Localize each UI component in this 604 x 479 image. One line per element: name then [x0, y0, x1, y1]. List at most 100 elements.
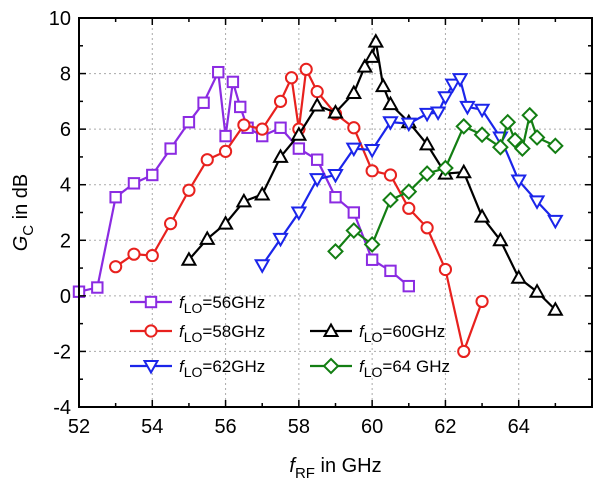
data-point — [290, 206, 308, 222]
x-tick-label: 64 — [508, 416, 530, 438]
legend: fLO=56GHz fLO=58GHz fLO=60GHz fLO=62GHz fLO=… — [130, 293, 450, 380]
series-1 — [109, 62, 489, 359]
data-point — [473, 208, 491, 223]
data-point — [437, 91, 454, 106]
series-3 — [254, 73, 564, 274]
data-point — [457, 344, 471, 359]
y-tick-label: 2 — [60, 230, 71, 252]
data-point — [382, 95, 399, 111]
legend-label: fLO=56GHz — [179, 293, 265, 316]
data-point — [310, 85, 324, 99]
legend-label: fLO=64 GHz — [359, 357, 450, 380]
series-line — [261, 77, 557, 266]
legend-entry: fLO=64 GHz — [310, 357, 450, 380]
y-tick-label: -4 — [53, 397, 71, 419]
data-point — [365, 164, 379, 178]
legend-marker — [144, 324, 158, 338]
y-tick-label: 8 — [60, 64, 71, 86]
data-point — [455, 163, 472, 179]
data-point — [402, 279, 415, 293]
y-tick-label: -2 — [53, 341, 71, 363]
data-point — [234, 100, 247, 114]
x-tick-label: 62 — [434, 416, 456, 438]
data-point — [164, 142, 177, 155]
data-point — [420, 221, 434, 235]
data-point — [226, 75, 240, 89]
data-point — [528, 283, 546, 298]
data-point — [212, 65, 225, 79]
series-4 — [327, 106, 564, 260]
data-point — [455, 117, 473, 135]
data-point — [182, 115, 196, 129]
data-point — [367, 33, 385, 48]
series-0 — [72, 65, 415, 298]
legend-label: fLO=58GHz — [179, 322, 265, 345]
data-point — [356, 58, 374, 73]
y-tick-label: 6 — [60, 119, 71, 141]
y-tick-label: 4 — [60, 175, 71, 197]
data-point — [146, 168, 159, 182]
data-point — [451, 73, 469, 88]
data-point — [284, 71, 299, 85]
data-point — [491, 138, 509, 156]
data-point — [199, 230, 216, 245]
data-point — [510, 269, 527, 284]
data-point — [217, 215, 234, 230]
plot-frame — [78, 17, 593, 408]
series-2 — [180, 33, 564, 316]
legend-label: fLO=60GHz — [359, 322, 445, 345]
data-point — [513, 140, 531, 158]
data-point — [345, 222, 363, 239]
legend-marker — [142, 360, 160, 375]
data-point — [437, 159, 454, 177]
y-tick-label: 10 — [49, 8, 71, 30]
data-point — [528, 129, 546, 146]
data-point — [400, 183, 418, 201]
x-tick-label: 52 — [68, 416, 90, 438]
data-point — [363, 236, 381, 253]
data-point — [547, 301, 564, 316]
x-tick-label: 54 — [141, 416, 163, 438]
data-point — [345, 84, 363, 100]
data-point — [308, 173, 326, 188]
data-point — [345, 142, 363, 158]
data-point — [429, 106, 447, 122]
legend-marker — [144, 295, 158, 309]
x-tick-label: 56 — [214, 416, 236, 438]
data-point — [473, 103, 491, 119]
data-point — [327, 103, 344, 119]
data-point — [382, 116, 399, 131]
data-point — [197, 96, 210, 109]
data-point — [418, 107, 436, 123]
data-point — [374, 77, 392, 93]
series-line — [334, 111, 556, 253]
legend-entry: fLO=60GHz — [310, 322, 445, 345]
data-point — [274, 121, 287, 134]
data-point — [299, 62, 313, 77]
data-point — [254, 259, 271, 274]
data-point — [219, 129, 232, 143]
series-line — [78, 68, 410, 293]
data-point — [521, 106, 539, 124]
data-point — [363, 143, 381, 159]
y-tick-label: 0 — [60, 286, 71, 308]
data-point — [237, 118, 251, 132]
grid — [79, 18, 592, 407]
data-point — [255, 122, 269, 136]
data-point — [438, 262, 453, 277]
data-point — [182, 183, 196, 197]
legend-marker — [322, 322, 340, 337]
data-point — [292, 142, 306, 155]
data-point — [363, 48, 381, 63]
data-point — [475, 294, 489, 309]
data-point — [308, 96, 326, 112]
data-point — [400, 117, 417, 133]
data-point — [547, 214, 564, 230]
data-point — [180, 251, 198, 266]
data-point — [218, 144, 233, 158]
data-point — [109, 191, 122, 204]
data-point — [418, 165, 436, 183]
x-tick-label: 60 — [361, 416, 383, 438]
data-point — [384, 264, 397, 278]
